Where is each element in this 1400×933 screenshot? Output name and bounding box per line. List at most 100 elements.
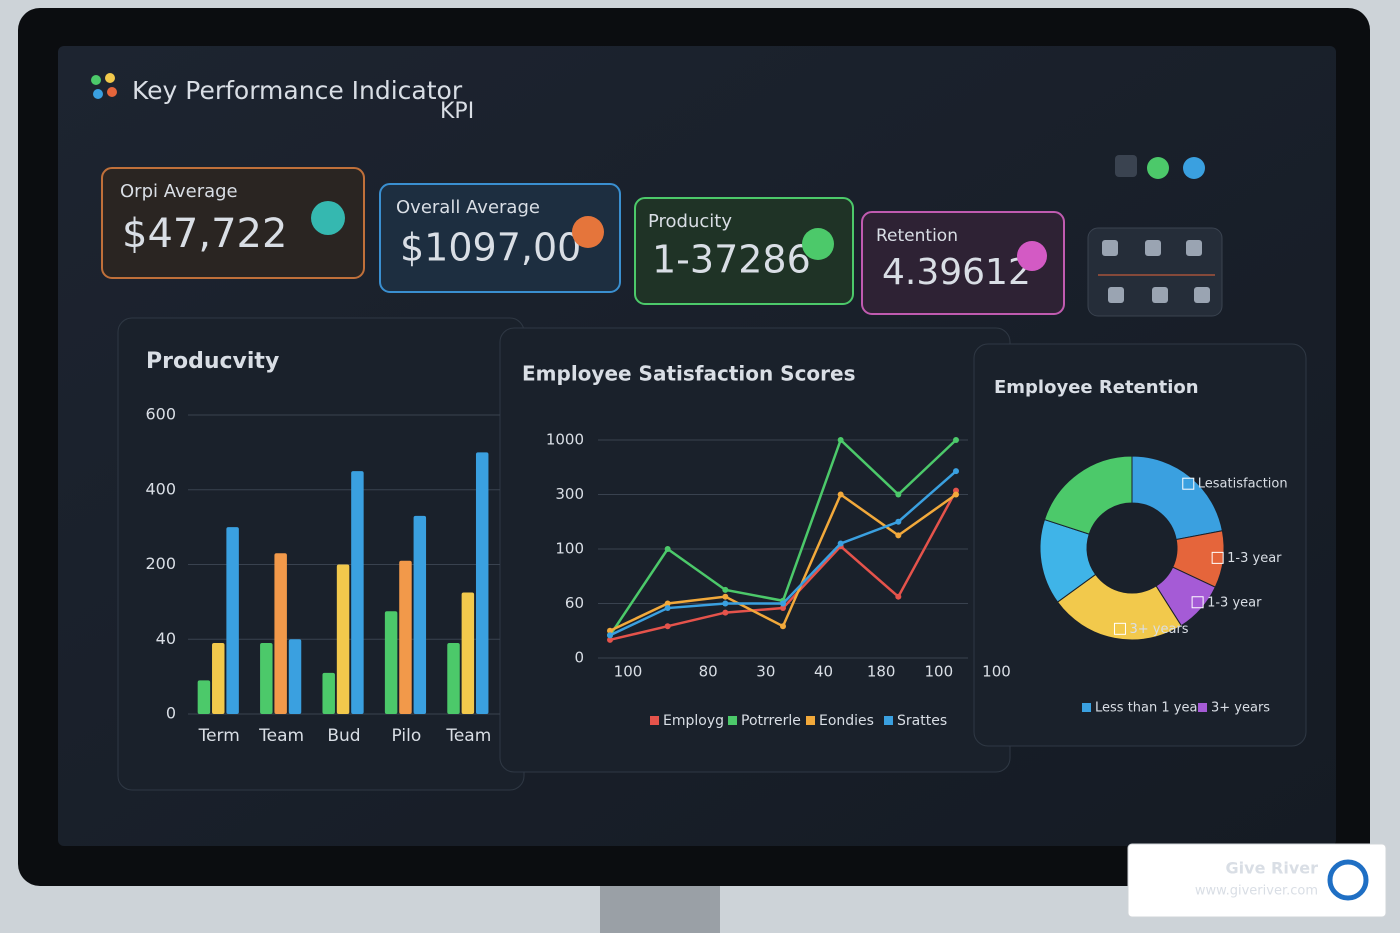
point xyxy=(664,546,671,552)
legend-swatch xyxy=(650,716,659,725)
bar xyxy=(322,672,335,714)
icon[interactable] xyxy=(1152,287,1168,303)
bar xyxy=(197,680,211,714)
x-tick-label: 100 xyxy=(614,663,643,681)
slice-label-swatch xyxy=(1191,596,1204,609)
slice-label: 3+ years xyxy=(1129,622,1188,637)
point xyxy=(664,600,671,607)
point xyxy=(953,468,959,475)
point xyxy=(722,609,729,616)
y-tick-label: 40 xyxy=(156,629,176,648)
y-tick-label: 1000 xyxy=(546,431,584,449)
icon[interactable] xyxy=(1183,157,1205,179)
slice-label: 1-3 year xyxy=(1227,551,1282,566)
x-tick-label: Bud xyxy=(327,726,360,746)
toolbar-icons[interactable] xyxy=(1115,155,1205,179)
point xyxy=(722,593,729,600)
y-tick-label: 200 xyxy=(145,554,176,573)
bar xyxy=(212,642,225,714)
icon[interactable] xyxy=(1115,155,1137,177)
legend-label: Potrrerle xyxy=(741,713,801,729)
point xyxy=(837,540,844,547)
legend-swatch xyxy=(1082,703,1091,712)
legend-label: Srattes xyxy=(897,713,947,729)
brand: Give River xyxy=(1226,859,1319,878)
kpi-card xyxy=(861,211,1065,315)
point xyxy=(895,532,902,539)
x-tick-label: 80 xyxy=(699,663,718,681)
point xyxy=(607,627,613,634)
bar xyxy=(384,611,398,714)
header-tag: KPI xyxy=(440,99,474,124)
legend-label: Less than 1 year xyxy=(1095,701,1203,716)
logo xyxy=(91,73,117,99)
slice-label-swatch xyxy=(1211,551,1224,564)
kpi-label: Producity xyxy=(648,211,732,232)
panel xyxy=(117,317,525,791)
bar xyxy=(260,642,273,714)
point xyxy=(607,636,613,643)
bar xyxy=(226,527,239,714)
point xyxy=(895,518,902,525)
kpi-label: Overall Average xyxy=(396,197,540,218)
icon[interactable] xyxy=(1108,287,1124,303)
x-tick-label: Term xyxy=(198,726,240,746)
point xyxy=(780,600,786,607)
icon[interactable] xyxy=(1147,157,1169,179)
kpi-icon xyxy=(1017,241,1047,271)
icon[interactable] xyxy=(1186,240,1202,256)
point xyxy=(953,437,959,443)
brand-url: www.giveriver.com xyxy=(1195,884,1318,899)
chart-title: Producvity xyxy=(146,349,279,374)
y-tick-label: 0 xyxy=(574,649,584,667)
bar xyxy=(274,553,287,714)
point xyxy=(664,623,671,630)
point xyxy=(953,491,959,498)
y-tick-label: 60 xyxy=(565,594,584,612)
slice-label-swatch xyxy=(1113,622,1126,635)
header-title: Key Performance Indicator xyxy=(132,76,463,105)
point xyxy=(780,623,786,630)
x-tick-label: 30 xyxy=(756,663,775,681)
icon[interactable] xyxy=(1102,240,1118,256)
kpi-icon xyxy=(572,216,604,248)
kpi-card xyxy=(634,197,854,305)
y-tick-label: 400 xyxy=(145,479,176,498)
icon-panel xyxy=(1087,227,1223,317)
point xyxy=(895,593,902,600)
point xyxy=(664,605,671,612)
x-tick-label: Pilo xyxy=(392,726,422,746)
icon[interactable] xyxy=(1194,287,1210,303)
kpi-icon xyxy=(311,201,345,235)
legend-label: 3+ years xyxy=(1211,701,1270,716)
x-tick-label: 40 xyxy=(814,663,833,681)
y-tick-label: 100 xyxy=(555,540,584,558)
point xyxy=(722,586,729,593)
bar xyxy=(475,452,489,714)
point xyxy=(837,437,844,443)
point xyxy=(837,491,844,498)
kpi-card xyxy=(379,183,621,293)
icon[interactable] xyxy=(1145,240,1161,256)
point xyxy=(780,605,786,612)
legend-swatch xyxy=(884,716,893,725)
kpi-label: Orpi Average xyxy=(120,181,238,202)
bar xyxy=(351,471,364,714)
y-tick-label: 0 xyxy=(166,704,176,723)
panel xyxy=(973,343,1307,747)
bar xyxy=(413,515,427,714)
watermark: Give River www.giveriver.com xyxy=(1127,843,1387,918)
x-tick-label: 100 xyxy=(925,663,954,681)
slice-label-swatch xyxy=(1182,477,1195,490)
x-tick-label: 180 xyxy=(867,663,896,681)
chart-title: Employee Retention xyxy=(994,377,1199,398)
bar xyxy=(399,560,412,714)
kpi-value: $1097,00 xyxy=(400,226,581,270)
pie-slice xyxy=(1043,455,1133,535)
y-tick-label: 600 xyxy=(145,405,176,424)
kpi-label: Retention xyxy=(876,226,958,246)
kpi-card xyxy=(101,167,365,279)
slice-label: 1-3 year xyxy=(1207,595,1262,610)
